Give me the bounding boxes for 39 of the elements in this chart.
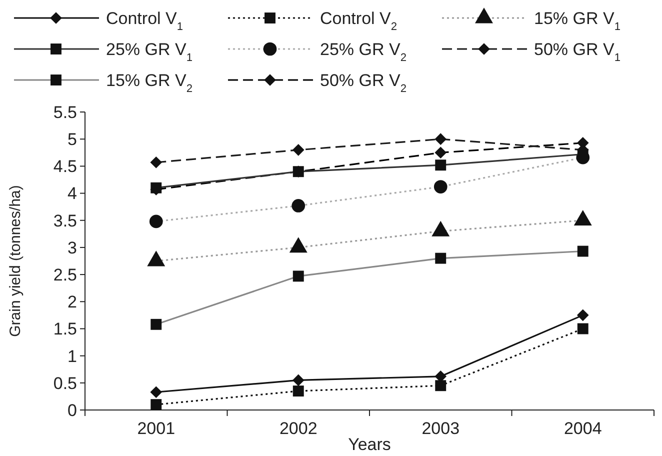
point: [434, 133, 447, 146]
legend-label: 25% GR V$_{1}$: [106, 40, 192, 64]
y-tick-label: 0: [68, 400, 77, 420]
point: [150, 386, 162, 398]
x-tick-label: 2002: [279, 419, 318, 438]
legend-label: 15% GR V$_{1}$: [534, 9, 620, 33]
legend-label: 25% GR V$_{2}$: [320, 40, 406, 64]
point: [292, 144, 304, 156]
y-tick-label: 1: [68, 346, 77, 366]
y-axis-title: Grain yield (tonnes/ha): [7, 185, 24, 337]
point: [435, 160, 446, 171]
point: [577, 323, 588, 334]
y-tick-label: 4: [68, 184, 77, 204]
y-tick-label: 0.5: [53, 374, 77, 393]
point: [292, 166, 304, 178]
y-tick-label: 4.5: [53, 157, 77, 176]
y-tick-label: 5: [68, 130, 77, 150]
legend-label: 50% GR V$_{1}$: [534, 40, 620, 64]
point: [434, 146, 447, 159]
y-tick-label: 1.5: [53, 320, 77, 339]
legend-label: 50% GR V$_{2}$: [320, 71, 406, 95]
legend-label: Control V$_{2}$: [320, 9, 398, 33]
point: [150, 399, 162, 410]
x-axis-title: Years: [348, 435, 391, 454]
x-tick-label: 2004: [564, 419, 602, 438]
point: [292, 374, 304, 386]
y-tick-label: 3: [68, 238, 77, 258]
y-tick-label: 2: [68, 292, 77, 312]
point: [292, 386, 304, 397]
point: [435, 380, 446, 392]
legend-label: 15% GR V$_{2}$: [106, 71, 192, 95]
point: [150, 156, 162, 168]
y-tick-label: 2.5: [53, 265, 77, 284]
legend-label: Control V$_{1}$: [106, 9, 184, 33]
x-tick-label: 2003: [422, 419, 460, 438]
x-tick-label: 2001: [137, 419, 176, 438]
point: [576, 309, 589, 322]
y-tick-label: 5.5: [53, 102, 77, 122]
y-tick-label: 3.5: [53, 211, 77, 230]
